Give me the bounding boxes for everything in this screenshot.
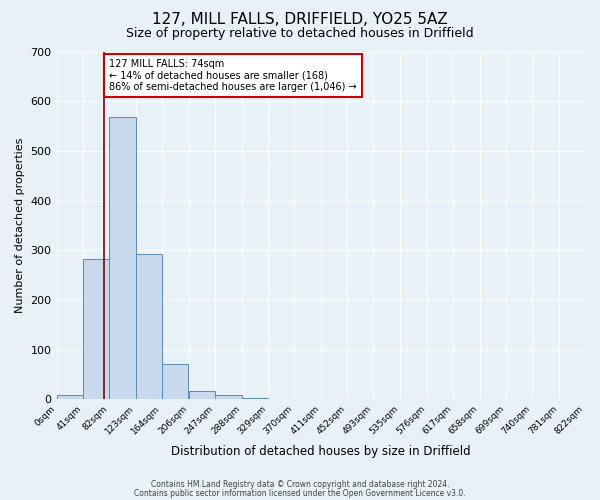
Bar (162, 364, 188, 399)
Bar (215, 394, 242, 399)
Text: Contains public sector information licensed under the Open Government Licence v3: Contains public sector information licen… (134, 490, 466, 498)
Text: Size of property relative to detached houses in Driffield: Size of property relative to detached ho… (126, 28, 474, 40)
Bar (189, 392, 215, 399)
Text: 127 MILL FALLS: 74sqm
← 14% of detached houses are smaller (168)
86% of semi-det: 127 MILL FALLS: 74sqm ← 14% of detached … (109, 59, 357, 92)
Bar (242, 398, 268, 399)
X-axis label: Distribution of detached houses by size in Driffield: Distribution of detached houses by size … (171, 444, 470, 458)
Text: Contains HM Land Registry data © Crown copyright and database right 2024.: Contains HM Land Registry data © Crown c… (151, 480, 449, 489)
Bar (109, 117, 136, 399)
Y-axis label: Number of detached properties: Number of detached properties (15, 138, 25, 313)
Bar (83, 258, 109, 399)
Text: 127, MILL FALLS, DRIFFIELD, YO25 5AZ: 127, MILL FALLS, DRIFFIELD, YO25 5AZ (152, 12, 448, 28)
Bar (56, 395, 83, 399)
Bar (136, 254, 162, 399)
